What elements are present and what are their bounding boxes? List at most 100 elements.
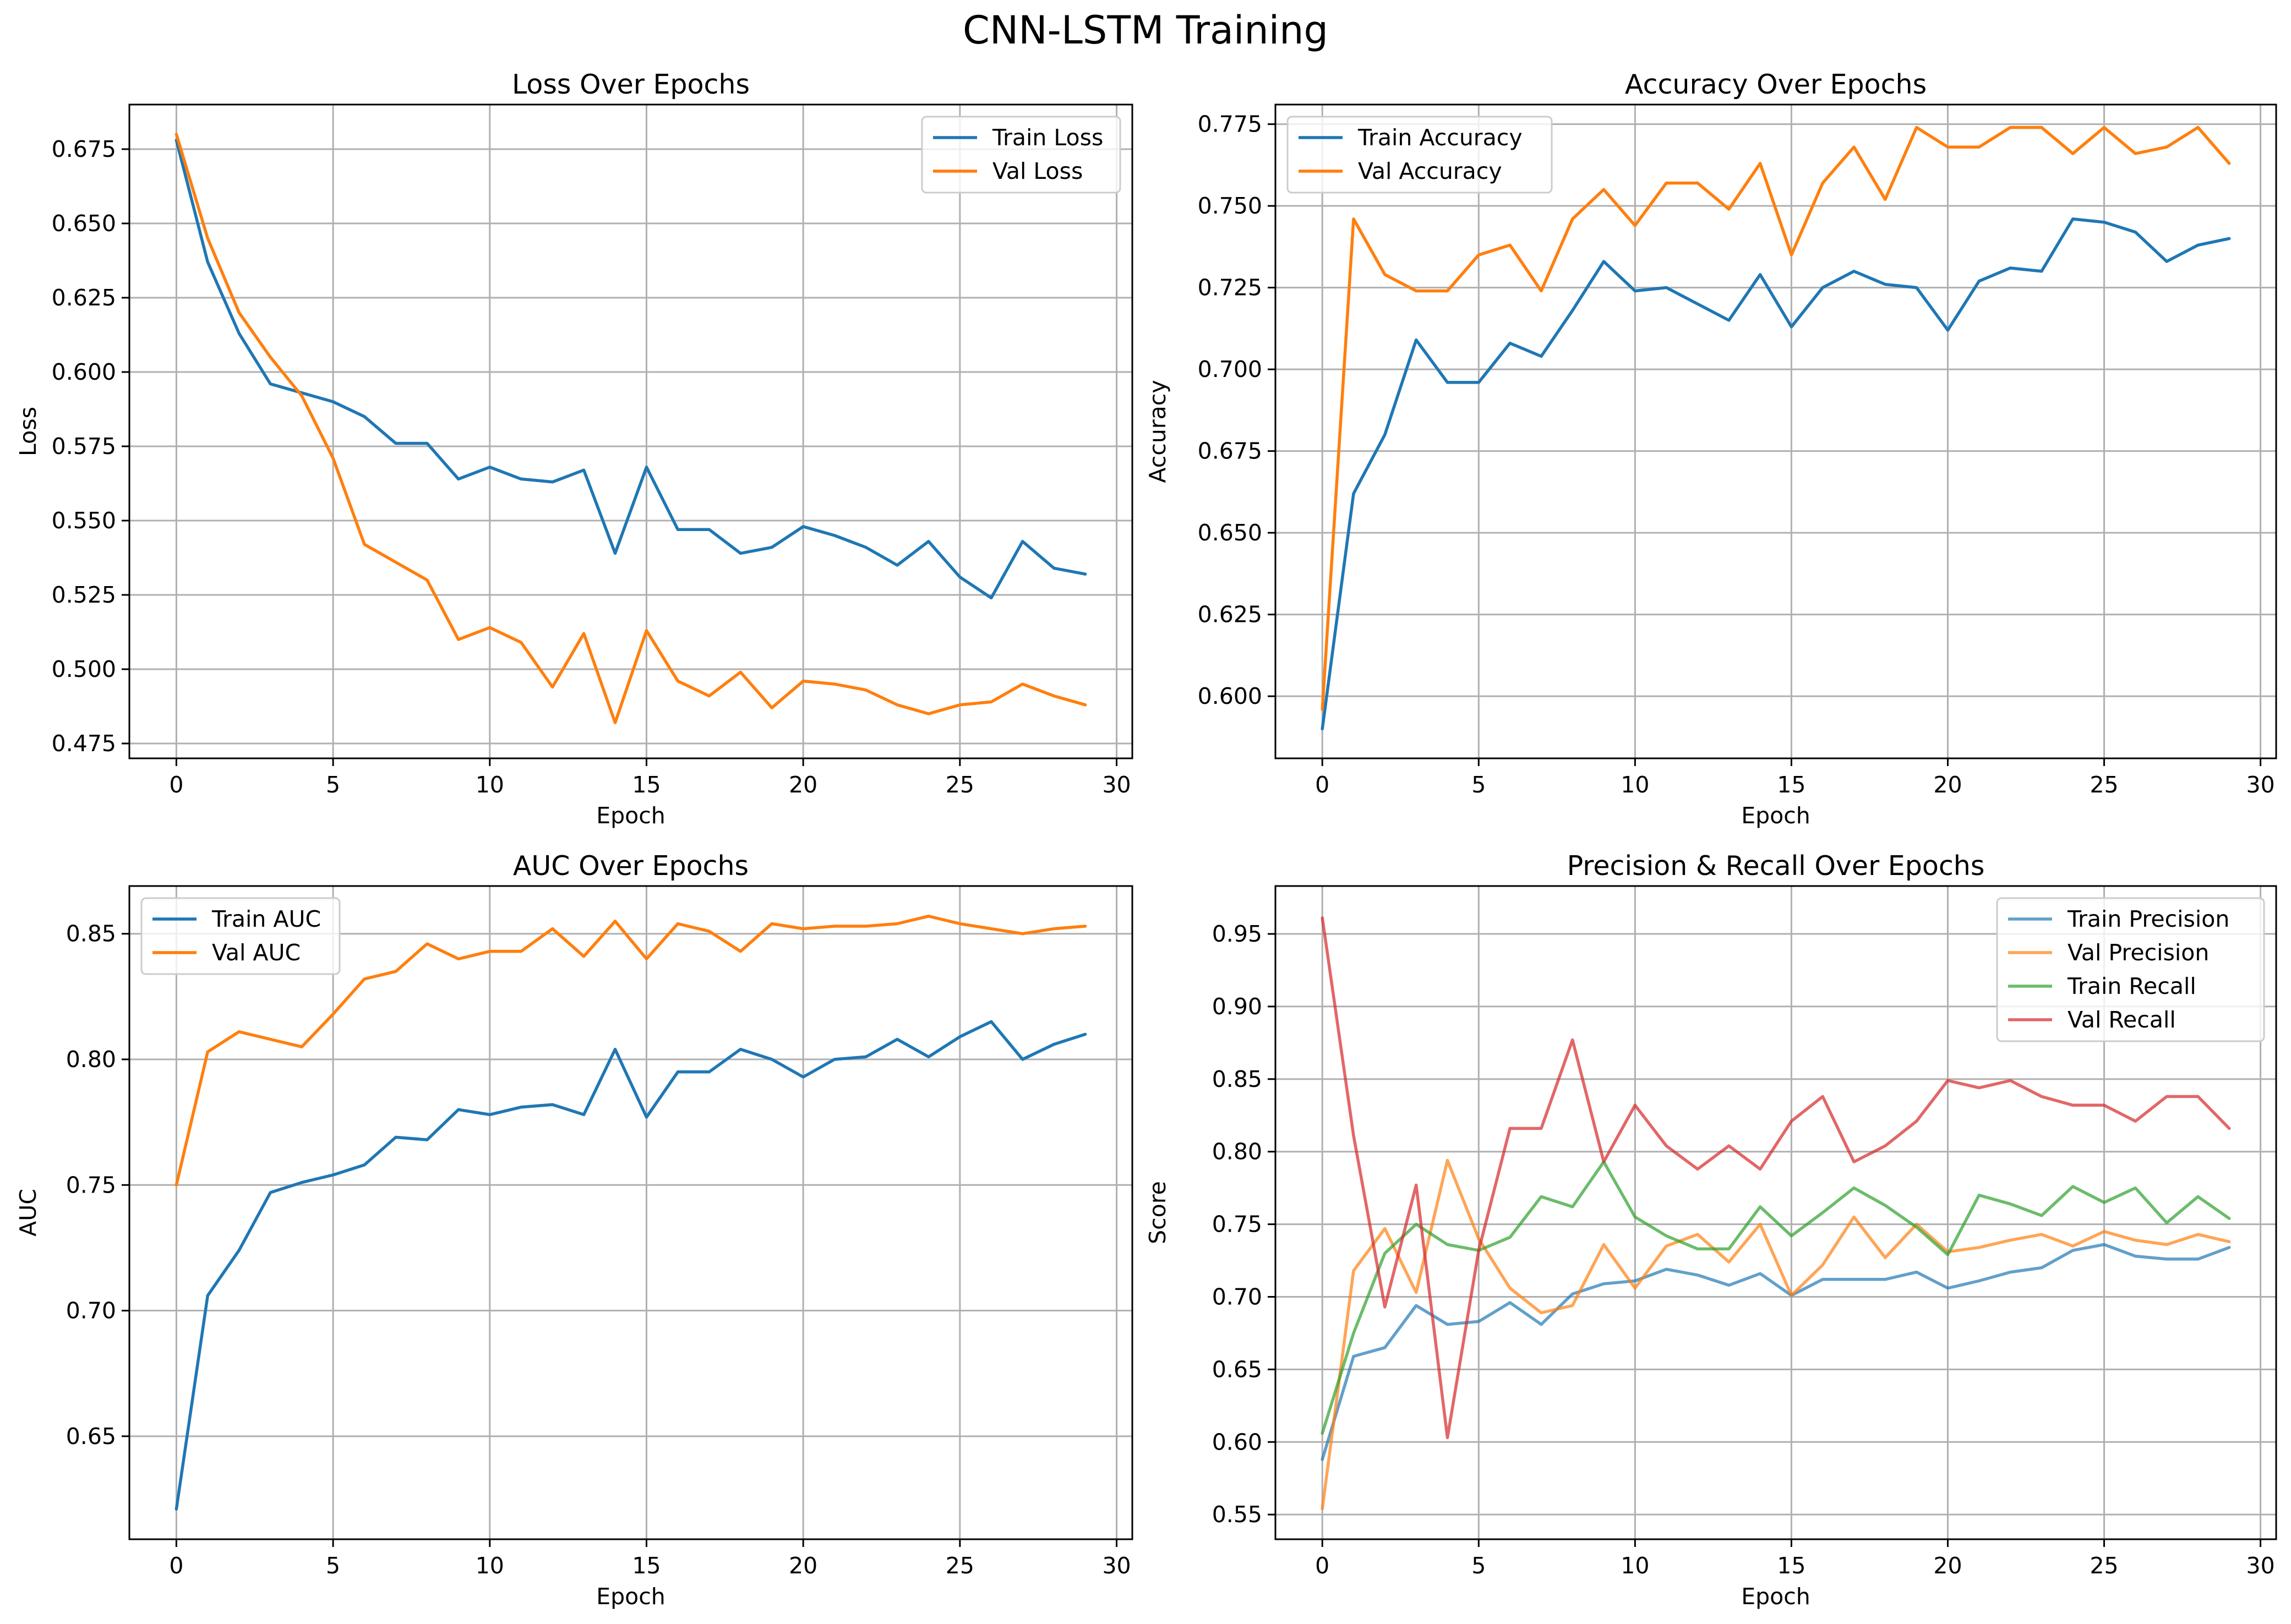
plot-frame: [1274, 885, 2277, 1540]
y-tick-label: 0.600: [52, 359, 116, 385]
plot-frame: [128, 103, 1133, 759]
x-tick-label: 10: [1621, 1552, 1649, 1579]
x-axis-label: Epoch: [1741, 802, 1810, 829]
x-tick-label: 25: [2090, 1552, 2118, 1579]
y-axis-label: Score: [1144, 1181, 1171, 1244]
x-tick-label: 10: [476, 1552, 504, 1579]
y-tick-label: 0.70: [1212, 1283, 1262, 1310]
x-tick-label: 30: [2246, 1552, 2275, 1579]
legend-label: Val Precision: [2068, 939, 2209, 966]
legend-box: [140, 897, 341, 975]
y-tick-label: 0.675: [1198, 438, 1262, 464]
y-tick-label: 0.95: [1212, 921, 1262, 947]
y-tick-label: 0.525: [52, 582, 116, 608]
plot-frame: [1274, 103, 2277, 759]
legend-label: Train Loss: [992, 124, 1103, 151]
x-tick-label: 20: [789, 1552, 817, 1579]
x-tick-label: 15: [632, 772, 661, 798]
series-line: [1321, 1243, 2231, 1461]
x-tick-label: 30: [1102, 772, 1131, 798]
panel-title: Accuracy Over Epochs: [1625, 69, 1927, 100]
x-tick-label: 20: [789, 772, 817, 798]
y-tick-label: 0.75: [1212, 1211, 1262, 1238]
x-tick-label: 0: [1315, 772, 1329, 798]
panel-title: Precision & Recall Over Epochs: [1567, 850, 1985, 882]
legend: Train AUC Val AUC: [140, 897, 341, 975]
y-tick-label: 0.575: [52, 433, 116, 460]
series-line: [1321, 916, 2231, 1440]
y-tick-label: 0.85: [66, 921, 116, 947]
legend-box: [1996, 897, 2265, 1042]
legend-label: Train Accuracy: [1357, 124, 1523, 151]
y-tick-label: 0.500: [52, 656, 116, 682]
y-tick-label: 0.625: [52, 285, 116, 311]
x-tick-label: 20: [1933, 1552, 1962, 1579]
y-tick-label: 0.750: [1198, 193, 1262, 219]
legend-box: [1286, 116, 1553, 194]
chart-panel-3: AUC Over Epochs 0 5 10 15 20 25 30 0.65 0.70 0.75 0…: [15, 850, 1133, 1610]
legend-label: Train Recall: [2067, 973, 2196, 999]
panel-title: Loss Over Epochs: [512, 69, 750, 100]
x-tick-label: 25: [2090, 772, 2118, 798]
x-axis-label: Epoch: [1741, 1583, 1810, 1610]
figure-title: CNN-LSTM Training: [963, 8, 1328, 53]
y-tick-label: 0.625: [1198, 602, 1262, 628]
y-tick-label: 0.80: [66, 1046, 116, 1073]
x-tick-label: 25: [946, 772, 974, 798]
series-line: [174, 1020, 1087, 1511]
series-line: [174, 915, 1087, 1187]
legend-label: Train Precision: [2067, 906, 2229, 932]
x-tick-label: 0: [169, 772, 183, 798]
y-tick-label: 0.700: [1198, 356, 1262, 382]
y-tick-label: 0.65: [1212, 1356, 1262, 1382]
x-tick-label: 20: [1933, 772, 1962, 798]
y-axis-label: Accuracy: [1144, 380, 1171, 483]
x-tick-label: 30: [1102, 1552, 1131, 1579]
y-tick-label: 0.600: [1198, 683, 1262, 709]
x-tick-label: 15: [632, 1552, 661, 1579]
legend: Train Accuracy Val Accuracy: [1286, 116, 1553, 194]
plot-frame: [128, 885, 1133, 1540]
y-tick-label: 0.65: [66, 1423, 116, 1450]
y-tick-label: 0.85: [1212, 1066, 1262, 1092]
series-line: [1321, 1158, 2231, 1511]
x-tick-label: 5: [1471, 772, 1486, 798]
legend: Train Precision Val Precision Train Recall…: [1996, 897, 2265, 1042]
y-axis-label: AUC: [15, 1189, 41, 1237]
y-tick-label: 0.675: [52, 136, 116, 162]
x-tick-label: 5: [326, 1552, 340, 1579]
y-tick-label: 0.475: [52, 730, 116, 757]
x-tick-label: 15: [1777, 772, 1805, 798]
y-tick-label: 0.650: [1198, 520, 1262, 546]
y-tick-label: 0.90: [1212, 993, 1262, 1020]
x-tick-label: 5: [1471, 1552, 1486, 1579]
series-line: [174, 133, 1087, 724]
x-tick-label: 5: [326, 772, 340, 798]
x-axis-label: Epoch: [596, 1583, 666, 1610]
legend-label: Val Recall: [2068, 1007, 2176, 1033]
y-tick-label: 0.70: [66, 1298, 116, 1324]
legend: Train Loss Val Loss: [921, 116, 1121, 194]
x-axis-label: Epoch: [596, 802, 666, 829]
legend-label: Val Loss: [992, 158, 1083, 184]
y-tick-label: 0.775: [1198, 111, 1262, 138]
y-tick-label: 0.725: [1198, 275, 1262, 301]
series-line: [1321, 217, 2231, 731]
series-line: [174, 139, 1087, 600]
x-tick-label: 30: [2246, 772, 2275, 798]
y-tick-label: 0.75: [66, 1172, 116, 1198]
panel-title: AUC Over Epochs: [513, 850, 749, 882]
series-line: [1321, 1160, 2231, 1435]
legend-label: Val Accuracy: [1358, 158, 1502, 184]
series-line: [1321, 125, 2231, 711]
legend-label: Val AUC: [212, 939, 301, 966]
legend-box: [921, 116, 1121, 194]
y-tick-label: 0.60: [1212, 1429, 1262, 1455]
x-tick-label: 0: [1315, 1552, 1329, 1579]
x-tick-label: 25: [946, 1552, 974, 1579]
y-tick-label: 0.550: [52, 507, 116, 534]
y-axis-label: Loss: [15, 407, 41, 456]
chart-panel-1: Loss Over Epochs 0 5 10 15 20 25 30 0.475 0.500 0.…: [15, 69, 1133, 829]
chart-panel-2: Accuracy Over Epochs 0 5 10 15 20 25 30 0.600 0.6…: [1144, 69, 2277, 829]
